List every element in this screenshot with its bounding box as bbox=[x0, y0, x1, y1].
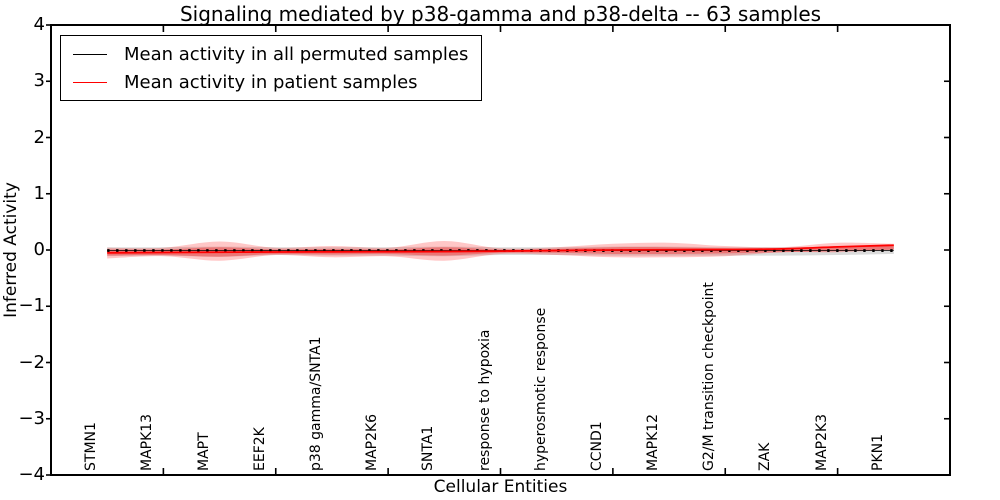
legend-label-permuted: Mean activity in all permuted samples bbox=[124, 43, 469, 65]
x-category-label: MAPK12 bbox=[645, 413, 662, 471]
x-category-label: p38 gamma/SNTA1 bbox=[307, 336, 324, 472]
legend-entry-permuted: Mean activity in all permuted samples bbox=[73, 40, 468, 68]
chart-title: Signaling mediated by p38-gamma and p38-… bbox=[179, 2, 822, 26]
y-tick-label: 4 bbox=[33, 14, 45, 35]
x-axis-label: Cellular Entities bbox=[433, 477, 568, 497]
black-line-sample-icon bbox=[73, 53, 107, 55]
y-tick-label: −3 bbox=[18, 407, 45, 429]
x-category-label: MAP2K6 bbox=[364, 413, 381, 471]
x-category-label: MAP2K3 bbox=[813, 413, 830, 471]
x-category-label: MAPK13 bbox=[139, 413, 156, 471]
x-category-label: hyperosmotic response bbox=[532, 307, 549, 471]
x-category-label: G2/M transition checkpoint bbox=[701, 282, 718, 471]
legend: Mean activity in all permuted samples Me… bbox=[60, 35, 483, 101]
x-category-label: STMN1 bbox=[83, 422, 100, 471]
y-tick-label: 1 bbox=[33, 182, 45, 204]
x-category-label: EEF2K bbox=[251, 427, 268, 471]
x-category-label: ZAK bbox=[757, 442, 774, 471]
y-tick-label: −2 bbox=[18, 351, 45, 373]
y-tick-label: −4 bbox=[18, 464, 45, 485]
y-tick-label: 0 bbox=[33, 239, 45, 260]
y-tick-label: 2 bbox=[33, 126, 45, 148]
x-category-label: SNTA1 bbox=[420, 425, 437, 471]
x-category-label: response to hypoxia bbox=[476, 329, 493, 471]
x-category-label: MAPT bbox=[195, 432, 212, 471]
red-line-sample-icon bbox=[73, 81, 107, 83]
y-tick-label: −1 bbox=[18, 295, 45, 317]
y-tick-label: 3 bbox=[33, 70, 45, 92]
legend-label-patient: Mean activity in patient samples bbox=[124, 71, 418, 93]
patient-mean-line bbox=[107, 244, 894, 254]
x-category-label: CCND1 bbox=[588, 421, 605, 471]
x-category-label: PKN1 bbox=[869, 433, 886, 471]
legend-entry-patient: Mean activity in patient samples bbox=[73, 68, 468, 96]
